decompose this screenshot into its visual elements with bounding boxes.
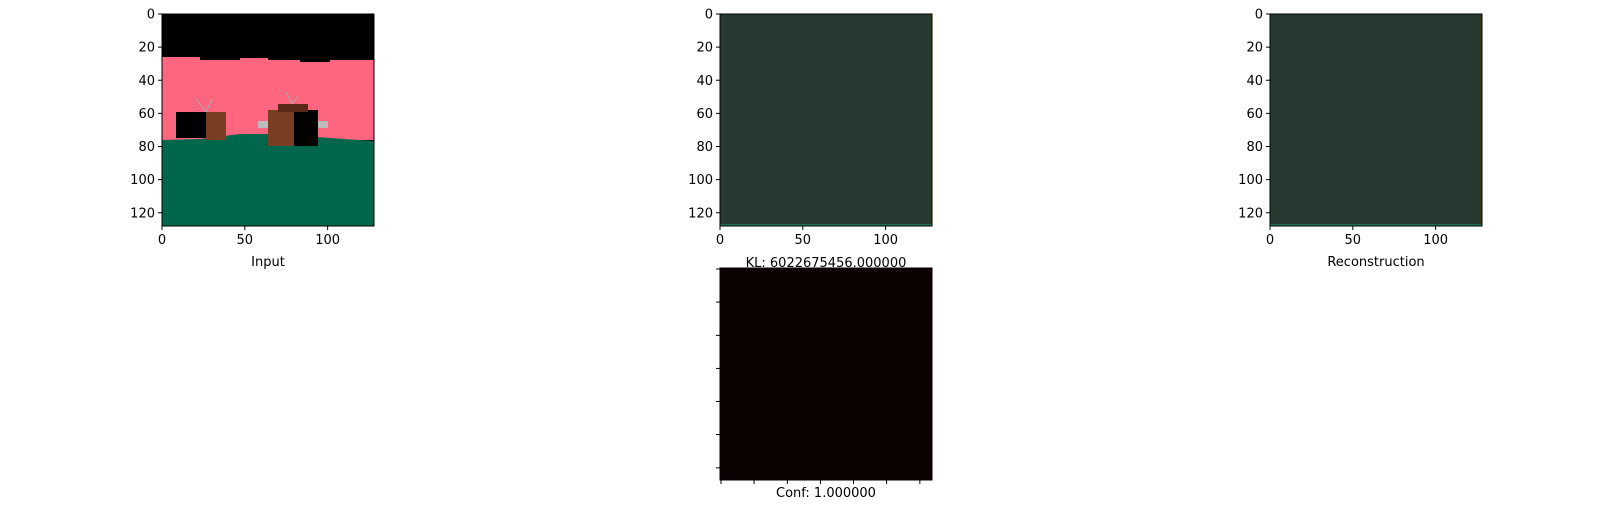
input-tv-right-accent	[318, 121, 328, 128]
input-tv-right-antenna-2	[291, 95, 299, 105]
reconstruction-image	[1270, 14, 1482, 226]
input-xtick-label: 100	[315, 233, 340, 248]
input-ytick-label: 100	[130, 173, 155, 188]
reconstruction-axes-frame	[1269, 13, 1483, 227]
kl-image	[720, 14, 932, 226]
input-xtick-label: 50	[237, 233, 254, 248]
input-tv-right-antenna	[285, 91, 293, 105]
reconstruction-xtick-label: 0	[1266, 233, 1274, 248]
input-tv-right-top	[278, 104, 308, 112]
input-ytick-label: 0	[147, 8, 155, 23]
input-xlabel: Input	[251, 255, 285, 270]
conf-xlabel: Conf: 1.000000	[776, 486, 876, 501]
kl-axes-frame	[719, 13, 933, 227]
input-ytick-label: 40	[138, 74, 155, 89]
input-ticks: 0 50 100 0 20 40 60 80 100 120	[130, 8, 340, 249]
input-ytick-label: 80	[138, 140, 155, 155]
reconstruction-ytick-label: 60	[1246, 107, 1263, 122]
reconstruction-ytick-label: 40	[1246, 74, 1263, 89]
input-tv-left-antenna	[195, 98, 207, 113]
kl-xtick-label: 50	[795, 233, 812, 248]
reconstruction-ytick-label: 120	[1238, 206, 1263, 221]
kl-ticks: 0 50 100 0 20 40 60 80 100 120	[688, 8, 898, 249]
kl-ytick-label: 100	[688, 173, 713, 188]
reconstruction-ytick-label: 0	[1255, 8, 1263, 23]
input-xtick-label: 0	[158, 233, 166, 248]
reconstruction-ytick-label: 80	[1246, 140, 1263, 155]
reconstruction-ytick-label: 20	[1246, 41, 1263, 56]
kl-ytick-label: 60	[696, 107, 713, 122]
kl-ytick-label: 40	[696, 74, 713, 89]
kl-xtick-label: 100	[873, 233, 898, 248]
conf-image	[720, 268, 932, 480]
reconstruction-xlabel: Reconstruction	[1327, 255, 1424, 270]
input-panel: 0 50 100 0 20 40 60 80 100 120 Input	[130, 8, 375, 270]
input-tv-left-body	[206, 112, 226, 140]
input-floor	[162, 134, 374, 226]
conf-panel: Conf: 1.000000	[716, 267, 933, 501]
reconstruction-xtick-label: 50	[1345, 233, 1362, 248]
conf-axes-frame	[719, 267, 933, 481]
conf-ticks	[716, 268, 921, 484]
reconstruction-panel: 0 50 100 0 20 40 60 80 100 120 Reconstruction	[1238, 8, 1483, 270]
kl-ytick-label: 20	[696, 41, 713, 56]
input-tv-right-front	[268, 110, 294, 146]
input-tv-left-antenna-2	[205, 98, 213, 113]
kl-ytick-label: 120	[688, 206, 713, 221]
input-tv-right-screen	[294, 110, 318, 146]
kl-ytick-label: 0	[705, 8, 713, 23]
input-ytick-label: 120	[130, 206, 155, 221]
input-ytick-label: 60	[138, 107, 155, 122]
reconstruction-ytick-label: 100	[1238, 173, 1263, 188]
input-tv-left-screen	[176, 112, 206, 138]
reconstruction-ticks: 0 50 100 0 20 40 60 80 100 120	[1238, 8, 1448, 249]
kl-xtick-label: 0	[716, 233, 724, 248]
input-axes-frame	[161, 13, 375, 227]
kl-title: KL: 6022675456.000000	[746, 256, 907, 271]
reconstruction-xtick-label: 100	[1423, 233, 1448, 248]
input-ytick-label: 20	[138, 41, 155, 56]
input-tv-left-accent	[258, 121, 268, 128]
kl-panel: 0 50 100 0 20 40 60 80 100 120 KL: 6022675456.000…	[688, 8, 933, 271]
kl-ytick-label: 80	[696, 140, 713, 155]
